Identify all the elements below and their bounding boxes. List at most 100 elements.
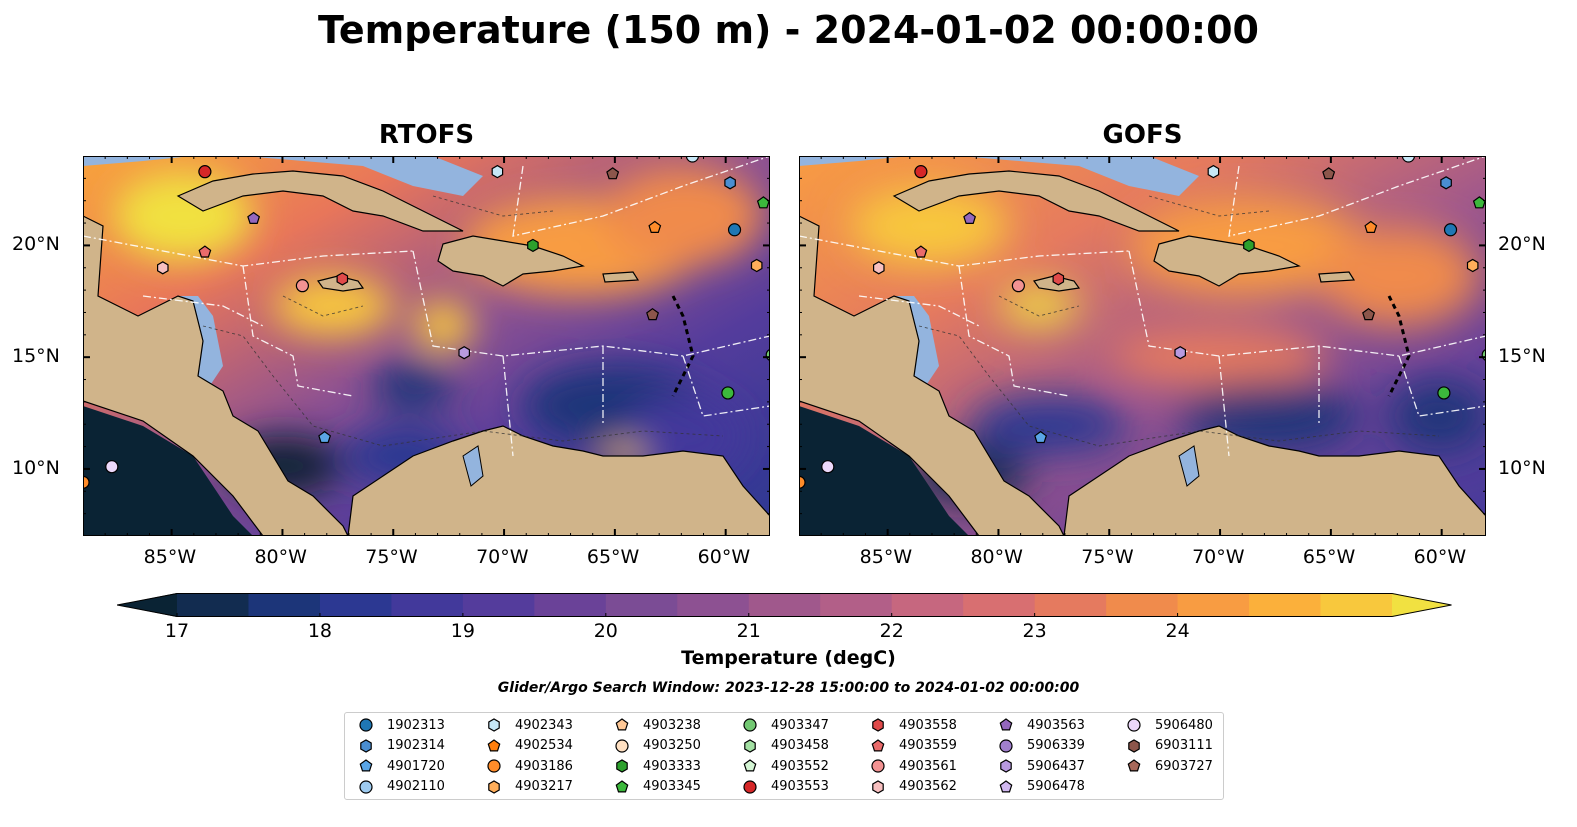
panel-title-rtofs: RTOFS: [378, 120, 475, 150]
legend-label: 4903250: [643, 738, 701, 753]
colorbar-segment: [820, 593, 893, 617]
platform-marker: [799, 475, 806, 489]
colorbar-segment: [177, 593, 249, 617]
legend-item: 4903250: [611, 736, 701, 756]
colorbar-segment: [963, 593, 1036, 617]
legend-item: 1902314: [355, 736, 445, 756]
platform-marker: [1052, 272, 1065, 286]
legend-item: 4903238: [611, 715, 701, 735]
figure-title: Temperature (150 m) - 2024-01-02 00:00:0…: [317, 8, 1259, 52]
platform-marker: [1174, 346, 1186, 360]
legend-item: 4903217: [483, 777, 573, 797]
platform-marker: [1401, 156, 1416, 163]
platform-marker: [1466, 258, 1479, 273]
colorbar-extend-min: [117, 593, 177, 617]
circle-marker-icon: [359, 779, 373, 794]
pentagon-marker-icon: [743, 759, 757, 772]
circle-marker-icon: [615, 738, 629, 753]
longitude-tick-label: 60°W: [697, 546, 751, 568]
hexagon-marker-icon: [744, 738, 756, 753]
platform-marker: [1243, 238, 1255, 253]
legend-item: 4903552: [739, 756, 829, 776]
platform-marker: [821, 460, 835, 474]
legend-label: 6903111: [1155, 738, 1213, 753]
legend-item: 4903553: [739, 777, 829, 797]
longitude-tick-label: 80°W: [970, 546, 1023, 568]
legend-item: 4903563: [995, 715, 1085, 735]
legend-label: 4903553: [771, 779, 829, 794]
legend-label: 4903238: [643, 717, 701, 733]
pentagon-marker-icon: [871, 738, 885, 751]
pentagon-marker-icon: [999, 718, 1013, 731]
longitude-tick-label: 65°W: [586, 546, 640, 568]
colorbar-tick-label: 23: [1022, 620, 1047, 642]
hexagon-marker-icon: [872, 779, 884, 794]
map-panel-gofs: [799, 156, 1486, 536]
legend-item: 4903345: [611, 777, 701, 797]
platform-marker: [1440, 176, 1452, 190]
legend-item: 4903333: [611, 756, 701, 776]
platform-marker: [685, 156, 700, 163]
legend-item: 5906478: [995, 777, 1085, 797]
platform-marker: [83, 475, 90, 489]
colorbar-label: Temperature (degC): [681, 647, 896, 669]
panel-title-gofs: GOFS: [1102, 120, 1183, 150]
legend-label: 4902110: [387, 779, 445, 794]
longitude-tick-label: 80°W: [254, 546, 307, 568]
legend-label: 5906480: [1155, 717, 1213, 733]
legend-label: 4903458: [771, 738, 829, 753]
colorbar: [117, 593, 1452, 617]
longitude-tick-label: 60°W: [1413, 546, 1467, 568]
platform-marker: [318, 430, 332, 444]
legend-item: 4903561: [867, 756, 957, 776]
platform-marker: [198, 165, 212, 179]
platform-marker: [727, 223, 742, 237]
legend-label: 4903217: [515, 779, 573, 794]
axis-ticks-rtofs: [83, 156, 770, 536]
platform-marker: [491, 164, 504, 179]
colorbar-tick-label: 24: [1165, 620, 1190, 642]
colorbar-segment: [1177, 593, 1250, 617]
pentagon-marker-icon: [615, 779, 629, 792]
legend-item: 4902110: [355, 777, 445, 797]
latitude-tick-label: 10°N: [1498, 456, 1546, 479]
colorbar-segment: [248, 593, 321, 617]
colorbar-segment: [462, 593, 535, 617]
legend-label: 4903561: [899, 758, 957, 774]
platform-marker: [1364, 220, 1378, 234]
legend-item: 5906480: [1123, 715, 1213, 735]
legend-item: 4901720: [355, 756, 445, 776]
legend-label: 4902534: [515, 738, 573, 753]
legend-item: 4903347: [739, 715, 829, 735]
legend-label: 5906437: [1027, 758, 1085, 774]
legend-label: 5906339: [1027, 738, 1085, 753]
colorbar-tick-label: 17: [164, 620, 190, 642]
legend-item: 6903111: [1123, 736, 1213, 756]
legend-label: 4903333: [643, 758, 701, 774]
platform-marker: [646, 307, 660, 321]
legend-label: 6903727: [1155, 758, 1213, 774]
platform-legend: 1902313 1902314 4901720 4902110 4902343 49025…: [344, 712, 1224, 800]
legend-item: 4903458: [739, 736, 829, 756]
platform-marker: [1207, 164, 1220, 179]
colorbar-segment: [319, 593, 392, 617]
platform-marker: [914, 165, 928, 179]
circle-marker-icon: [743, 718, 757, 732]
platform-marker: [872, 261, 885, 275]
legend-item: 6903727: [1123, 756, 1213, 776]
legend-item: 1902313: [355, 715, 445, 735]
pentagon-marker-icon: [999, 779, 1013, 792]
platform-marker: [914, 245, 928, 258]
search-window-text: Glider/Argo Search Window: 2023-12-28 15…: [497, 680, 1080, 696]
colorbar-segment: [1106, 593, 1179, 617]
longitude-tick-label: 75°W: [365, 546, 418, 568]
platform-marker: [721, 386, 735, 400]
colorbar-segment: [677, 593, 750, 617]
platform-marker: [247, 211, 261, 225]
colorbar-segment: [1320, 593, 1393, 617]
colorbar-tick-label: 22: [879, 620, 904, 642]
hexagon-marker-icon: [360, 738, 372, 753]
latitude-tick-label: 20°N: [12, 233, 60, 256]
legend-label: 4903345: [643, 779, 701, 794]
hexagon-marker-icon: [1000, 759, 1012, 773]
